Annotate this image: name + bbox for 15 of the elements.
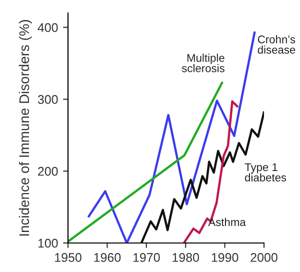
series-label: Asthma (208, 218, 246, 226)
x-tick-label: 1950 (55, 253, 82, 262)
y-axis-title: Incidence of Immune Disorders (%) (18, 20, 32, 236)
series-label: Multiple sclerosis (182, 54, 224, 72)
series-label: Type 1 diabetes (244, 163, 286, 182)
series-label: Crohn’s disease (258, 35, 296, 54)
y-tick-label: 100 (38, 238, 58, 248)
y-tick-label: 400 (38, 23, 58, 32)
y-tick-label: 200 (38, 166, 58, 176)
x-tick-label: 1990 (212, 253, 238, 262)
x-tick-label: 1970 (133, 253, 160, 262)
x-tick-label: 1980 (172, 253, 200, 262)
x-tick-label: 2000 (250, 253, 278, 262)
y-tick-label: 300 (38, 95, 58, 104)
x-tick-label: 1960 (94, 253, 121, 262)
